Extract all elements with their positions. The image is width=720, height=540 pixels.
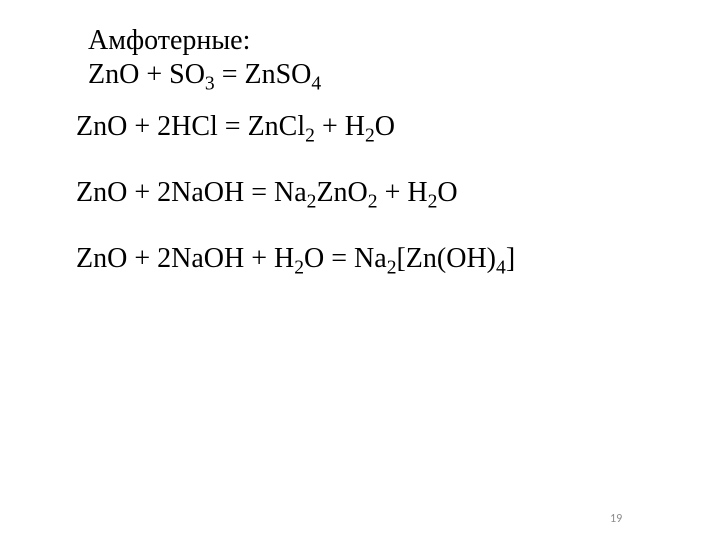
slide: Амфотерные: ZnO + SO3 = ZnSO4 ZnO + 2HCl… (0, 0, 720, 540)
equation-4: ZnO + 2NaOH + H2O = Na2[Zn(OH)4] (76, 242, 515, 276)
title-line: Амфотерные: (88, 24, 250, 58)
page-number: 19 (610, 512, 622, 526)
equation-2: ZnO + 2HCl = ZnCl2 + H2O (76, 110, 395, 144)
equation-3: ZnO + 2NaOH = Na2ZnO2 + H2O (76, 176, 458, 210)
equation-1: ZnO + SO3 = ZnSO4 (88, 58, 321, 92)
